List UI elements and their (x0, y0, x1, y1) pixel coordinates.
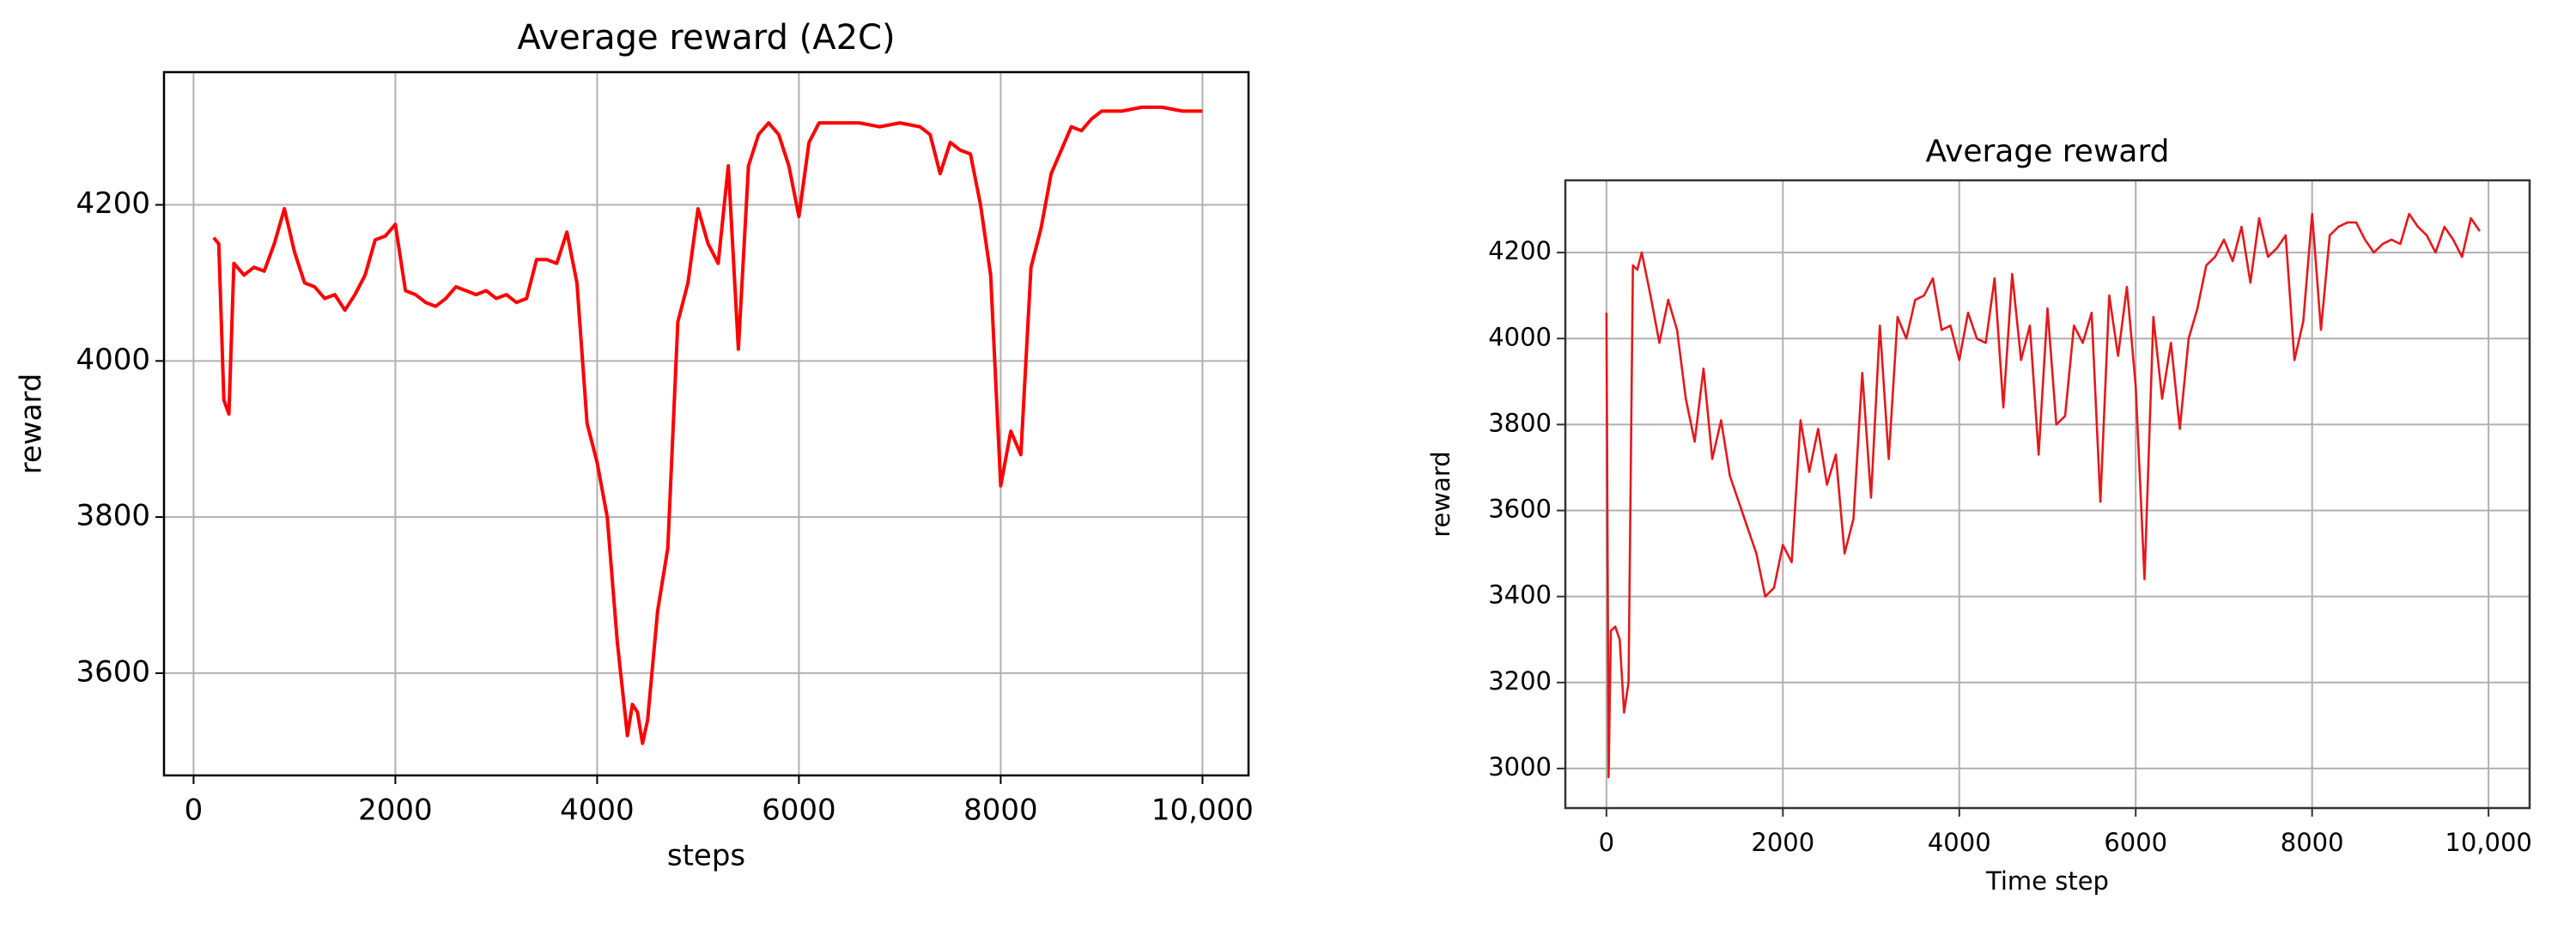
x-axis-label: Time step (1985, 866, 2109, 896)
data-line (212, 105, 1203, 745)
x-tick-label: 6000 (762, 793, 836, 828)
y-tick-label: 4200 (76, 186, 150, 221)
y-tick-label: 4200 (1488, 236, 1552, 265)
y-axis-label: reward (1426, 451, 1455, 537)
chart-title: Average reward (1926, 134, 2170, 169)
x-tick-label: 8000 (2281, 828, 2344, 857)
x-tick-label: 10,000 (1151, 793, 1254, 828)
plot-frame (1564, 179, 2531, 810)
x-tick-label: 0 (1599, 828, 1614, 857)
x-tick-label: 2000 (358, 793, 433, 828)
x-tick-label: 2000 (1751, 828, 1814, 857)
chart-title: Average reward (A2C) (517, 18, 895, 58)
y-tick-label: 4000 (1488, 322, 1552, 351)
x-axis-label: steps (667, 839, 745, 873)
y-tick-label: 3000 (1488, 752, 1552, 781)
x-tick-label: 4000 (1928, 828, 1991, 857)
x-tick-label: 0 (185, 793, 204, 828)
x-tick-label: 8000 (963, 793, 1038, 828)
x-tick-label: 10,000 (2445, 828, 2531, 857)
y-tick-label: 4000 (76, 343, 150, 377)
x-tick-label: 4000 (560, 793, 635, 828)
y-tick-label: 3200 (1488, 666, 1552, 696)
y-tick-label: 3600 (76, 654, 150, 689)
x-tick-label: 6000 (2104, 828, 2167, 857)
y-tick-label: 3800 (76, 499, 150, 533)
data-line (1605, 212, 2481, 779)
y-axis-label: reward (15, 374, 49, 475)
y-tick-label: 3600 (1488, 495, 1552, 524)
plot-frame (162, 70, 1250, 777)
y-tick-label: 3400 (1488, 580, 1552, 610)
y-tick-label: 3800 (1488, 408, 1552, 437)
